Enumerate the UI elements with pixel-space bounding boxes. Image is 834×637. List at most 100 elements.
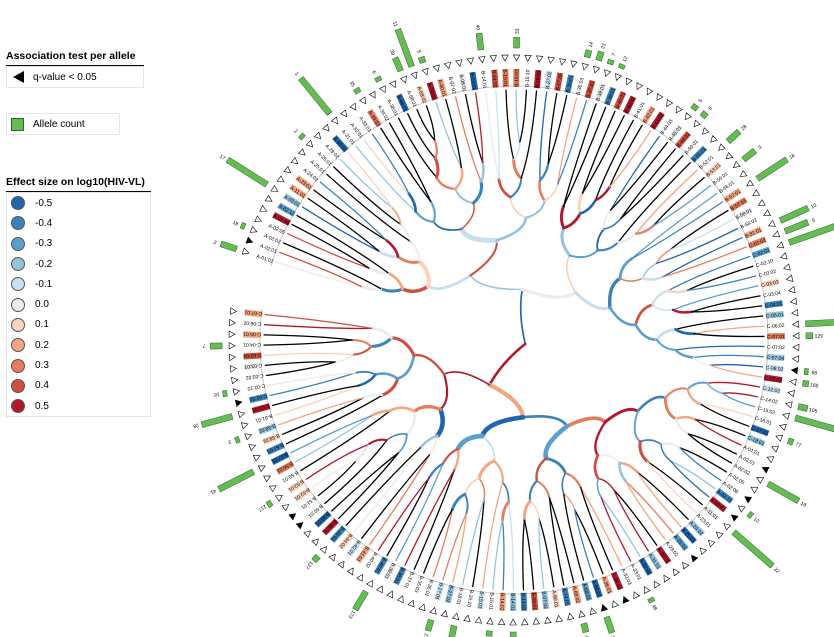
- qvalue-legend-box: q-value < 0.05: [6, 66, 144, 89]
- leaf-effect-tile: [603, 86, 617, 106]
- allele-count-bar-group: [786, 437, 795, 446]
- leaf-label: B-15:03: [476, 591, 484, 609]
- tree-branch: [560, 226, 572, 258]
- leaf-label: B-08:01: [530, 592, 537, 610]
- allele-count-label: 35: [348, 80, 356, 88]
- association-triangle-icon: [702, 127, 710, 135]
- leaf-effect-tile: [513, 68, 520, 88]
- tree-branch: [331, 452, 399, 512]
- allele-count-bar-group: [805, 318, 834, 328]
- association-triangle-icon: [663, 574, 671, 583]
- tree-branch: [674, 328, 696, 336]
- leaf-effect-tile: [554, 72, 564, 92]
- association-triangle-icon: [297, 148, 306, 156]
- tree-branch: [462, 498, 485, 586]
- allele-count-bar-group: [699, 110, 709, 120]
- leaf-label-group: B-27:05: [554, 72, 564, 92]
- leaf-label: B-08:01: [458, 74, 467, 93]
- association-triangle-icon: [684, 112, 692, 121]
- leaf-effect-tile: [244, 309, 263, 318]
- allele-count-label: 21: [422, 632, 429, 637]
- allele-count-label: 217: [257, 503, 267, 513]
- leaf-label-group: B-35:01: [564, 74, 575, 94]
- leaf-label-group: C-07:01: [766, 333, 785, 340]
- tree-branch: [679, 447, 722, 482]
- tree-branch: [405, 409, 416, 436]
- tree-branch: [435, 101, 462, 169]
- tree-branch: [291, 223, 370, 269]
- allele-count-label-group: 5: [698, 98, 705, 104]
- association-triangle-icon: [643, 586, 651, 595]
- leaf-effect-tile: [314, 510, 332, 528]
- tree-branch: [597, 477, 615, 491]
- allele-count-label-group: 217: [257, 503, 267, 513]
- allele-count-label: 105: [808, 407, 818, 415]
- allele-count-bar: [580, 622, 590, 634]
- leaf-label-group: A-66:01: [591, 579, 603, 598]
- allele-count-label-group: 165: [810, 382, 819, 389]
- leaf-label: B-35:01: [565, 75, 575, 94]
- tree-branch: [274, 384, 360, 416]
- association-triangle-icon: [268, 485, 277, 493]
- leaf-label-group: C-02:10: [755, 258, 774, 269]
- association-triangle-icon: [739, 169, 748, 178]
- effect-legend-label: -0.2: [35, 258, 53, 270]
- allele-count-bar-group: [353, 86, 362, 95]
- leaf-label: C-03:03: [761, 279, 780, 289]
- tree-branch: [386, 477, 430, 557]
- leaf-effect-tile: [591, 579, 603, 598]
- association-triangle-icon: [772, 230, 781, 238]
- tree-branch: [433, 156, 440, 179]
- allele-count-label: 16: [213, 391, 220, 398]
- allele-count-label: 39: [388, 49, 396, 57]
- tree-branch: [709, 363, 764, 368]
- leaf-label-group: B-15:01: [501, 69, 509, 87]
- tree-branch: [354, 370, 377, 376]
- leaf-label-group: B-35:03: [575, 77, 585, 96]
- tree-branch: [380, 127, 432, 202]
- leaf-effect-tile: [764, 300, 783, 309]
- allele-count-label: 5: [811, 218, 816, 225]
- effect-swatch-icon: [11, 196, 25, 211]
- tree-branch: [515, 89, 521, 143]
- tree-branch: [264, 313, 373, 330]
- association-triangle-icon: [725, 151, 734, 160]
- tree-branch: [275, 261, 362, 288]
- tree-branch: [634, 303, 654, 327]
- tree-branch: [636, 471, 682, 527]
- tree-branch: [655, 248, 672, 265]
- tree-branch: [565, 254, 577, 294]
- tree-branch: [656, 227, 739, 264]
- allele-count-label: 129: [815, 334, 824, 340]
- leaf-effect-tile: [656, 545, 672, 565]
- leaf-label-group: B-58:01: [262, 432, 281, 446]
- leaf-label-group: B-14:01: [479, 71, 487, 89]
- association-triangle-icon: [232, 388, 241, 396]
- leaf-label-group: B-07:02: [447, 76, 457, 95]
- effect-legend-label: -0.4: [35, 217, 53, 229]
- allele-count-bar-group: [787, 220, 834, 246]
- tree-branch: [548, 497, 575, 584]
- tree-branch: [469, 274, 523, 291]
- tree-branch: [662, 246, 747, 278]
- tree-branch: [423, 508, 453, 574]
- tree-branch: [577, 191, 585, 216]
- tree-branch: [641, 275, 665, 281]
- allele-count-bar: [794, 414, 834, 434]
- leaf-label-group: B-14:02: [490, 69, 499, 88]
- tree-branch: [607, 276, 622, 310]
- leaf-label-group: B-07:02: [540, 590, 550, 609]
- tree-branch: [478, 477, 486, 500]
- association-triangle-icon: [359, 96, 366, 105]
- allele-count-bar: [786, 437, 795, 446]
- tree-branch: [691, 305, 763, 313]
- tree-branch: [664, 387, 689, 399]
- association-triangle-icon: [478, 56, 486, 64]
- tree-branch: [413, 469, 456, 570]
- tree-branch: [694, 418, 742, 446]
- allele-count-bar-group: [418, 55, 427, 64]
- tree-branch: [412, 405, 443, 413]
- association-triangle-icon: [257, 465, 266, 473]
- effect-legend-row: -0.3: [7, 234, 150, 254]
- leaf-effect-tile: [367, 108, 382, 128]
